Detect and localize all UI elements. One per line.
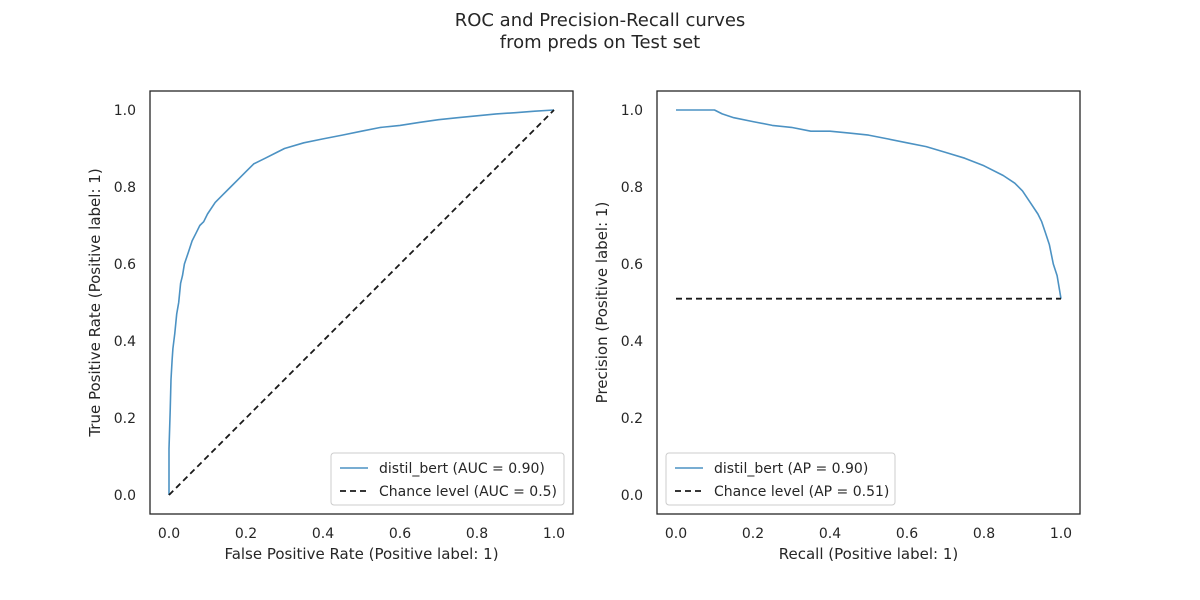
pr-x-tick-label: 0.2 — [742, 526, 764, 542]
pr-y-tick-label: 0.6 — [621, 257, 643, 273]
pr-x-axis-label: Recall (Positive label: 1) — [779, 545, 958, 563]
roc-legend-label: distil_bert (AUC = 0.90) — [379, 461, 545, 477]
pr-y-tick-label: 1.0 — [621, 103, 643, 119]
roc-legend-box — [330, 452, 565, 506]
pr-x-tick-label: 0.6 — [896, 526, 918, 542]
pr-x-tick-label: 0.4 — [819, 526, 841, 542]
roc-y-tick-label: 0.0 — [114, 488, 136, 504]
roc-x-tick-label: 1.0 — [543, 526, 565, 542]
pr-x-tick-label: 1.0 — [1050, 526, 1072, 542]
pr-y-tick-label: 0.4 — [621, 334, 643, 350]
roc-chart: False Positive Rate (Positive label: 1) … — [86, 90, 574, 563]
pr-x-tick-label: 0.0 — [665, 526, 687, 542]
pr-legend-label: distil_bert (AP = 0.90) — [714, 461, 868, 477]
roc-y-tick-label: 0.8 — [114, 180, 136, 196]
pr-curve-line — [676, 109, 1062, 299]
roc-y-tick-label: 1.0 — [114, 103, 136, 119]
figure-title-line2: from preds on Test set — [500, 32, 700, 53]
roc-y-tick-label: 0.4 — [114, 334, 136, 350]
pr-y-axis-label: Precision (Positive label: 1) — [593, 202, 611, 404]
pr-x-tick-label: 0.8 — [973, 526, 995, 542]
roc-x-tick-label: 0.0 — [158, 526, 180, 542]
pr-y-tick-label: 0.8 — [621, 180, 643, 196]
roc-x-tick-label: 0.4 — [312, 526, 334, 542]
pr-y-tick-label: 0.2 — [621, 411, 643, 427]
pr-y-tick-label: 0.0 — [621, 488, 643, 504]
roc-x-tick-label: 0.2 — [235, 526, 257, 542]
roc-y-tick-label: 0.2 — [114, 411, 136, 427]
pr-axes-frame — [656, 90, 1081, 515]
precision-recall-chart: Recall (Positive label: 1) Precision (Po… — [593, 90, 1081, 563]
roc-y-tick-label: 0.6 — [114, 257, 136, 273]
figure-title-line1: ROC and Precision-Recall curves — [455, 10, 746, 31]
pr-legend-box — [665, 452, 896, 506]
roc-legend-label: Chance level (AUC = 0.5) — [379, 484, 557, 500]
roc-y-axis-label: True Positive Rate (Positive label: 1) — [86, 168, 104, 437]
roc-axes-frame — [149, 90, 574, 515]
roc-x-tick-label: 0.6 — [389, 526, 411, 542]
roc-curve-line — [168, 109, 555, 495]
pr-legend-label: Chance level (AP = 0.51) — [714, 484, 889, 500]
roc-x-tick-label: 0.8 — [466, 526, 488, 542]
roc-chance-line — [168, 109, 555, 496]
roc-x-axis-label: False Positive Rate (Positive label: 1) — [224, 545, 498, 563]
